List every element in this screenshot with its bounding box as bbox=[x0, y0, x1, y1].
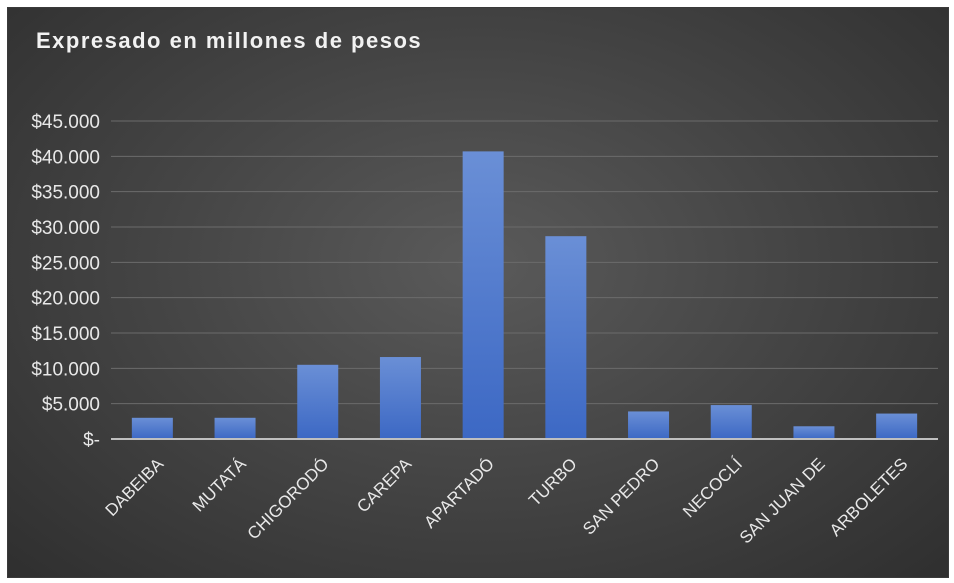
chart-title: Expresado en millones de pesos bbox=[36, 28, 423, 53]
x-category-label: SAN PEDRO bbox=[579, 454, 663, 538]
bar-chigorodó bbox=[297, 364, 339, 439]
x-category-label: DABEIBA bbox=[102, 454, 168, 520]
y-tick-label: $40.000 bbox=[31, 147, 100, 168]
bar-dabeiba bbox=[131, 417, 173, 439]
x-category-label: CAREPA bbox=[353, 454, 415, 516]
bar-san-juan-de bbox=[793, 426, 835, 439]
y-tick-label: $35.000 bbox=[31, 183, 100, 204]
y-tick-label: $30.000 bbox=[31, 218, 100, 239]
x-category-label: APARTADÓ bbox=[420, 454, 498, 532]
x-category-label: SAN JUAN DE bbox=[736, 454, 829, 547]
y-tick-label: $5.000 bbox=[42, 395, 100, 416]
y-tick-label: $15.000 bbox=[31, 324, 100, 345]
x-category-label: ARBOLETES bbox=[826, 454, 912, 540]
y-tick-label: $25.000 bbox=[31, 253, 100, 274]
x-category-label: CHIGORODÓ bbox=[244, 454, 333, 543]
bar-chart: $- $5.000 $10.000 $15.000 $20.000 $25.000 $30.… bbox=[31, 112, 938, 547]
x-category-label: NECOCLÍ bbox=[679, 454, 746, 521]
bar-mutatá bbox=[214, 417, 256, 439]
bar-carepa bbox=[379, 357, 421, 439]
x-category-label: MUTATÁ bbox=[189, 454, 251, 516]
bars bbox=[131, 151, 918, 440]
y-tick-label: $10.000 bbox=[31, 359, 100, 380]
y-tick-label: $45.000 bbox=[31, 112, 100, 133]
bar-arboletes bbox=[876, 413, 918, 439]
bar-necoclí bbox=[710, 405, 752, 439]
x-category-label: TURBO bbox=[525, 454, 581, 510]
gridlines bbox=[111, 120, 938, 405]
y-tick-label: $- bbox=[83, 430, 100, 451]
bar-san-pedro bbox=[628, 411, 670, 439]
y-axis-tick-labels: $- $5.000 $10.000 $15.000 $20.000 $25.000 $30.… bbox=[31, 112, 100, 451]
y-tick-label: $20.000 bbox=[31, 289, 100, 310]
bar-apartadó bbox=[462, 151, 504, 440]
chart-frame: Expresado en millones de pesos $- $5.000 $… bbox=[7, 7, 949, 578]
bar-turbo bbox=[545, 236, 587, 439]
